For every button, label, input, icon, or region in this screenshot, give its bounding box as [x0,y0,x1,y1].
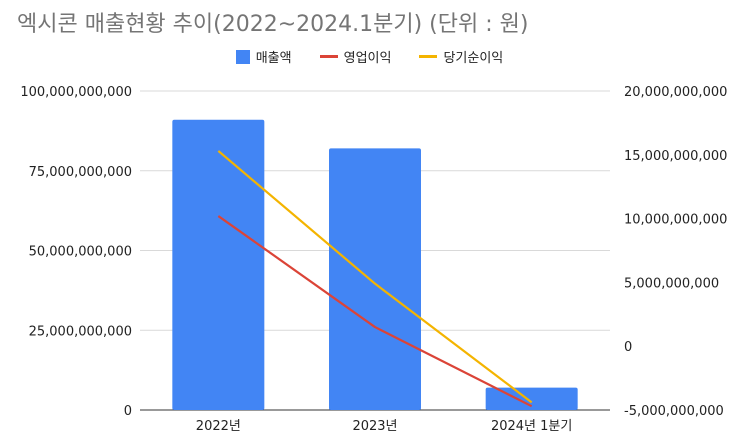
bar-revenue [485,387,578,410]
legend-label-operating: 영업이익 [343,51,392,66]
legend-swatch-net [419,55,438,58]
right-tick-label: 5,000,000,000 [624,276,719,291]
left-tick-label: 25,000,000,000 [29,324,132,339]
category-label: 2022년 [196,419,241,434]
legend-item-revenue: 매출액 [235,47,292,66]
right-tick-label: 20,000,000,000 [624,85,727,100]
legend-swatch-revenue [235,49,250,64]
chart-title: 엑시콘 매출현황 추이(2022~2024.1분기) (단위 : 원) [17,12,529,37]
left-tick-label: 50,000,000,000 [29,245,132,260]
line-operating-profit [217,215,533,408]
right-tick-label: 15,000,000,000 [624,149,727,164]
right-tick-label: 0 [624,340,632,355]
legend-item-operating: 영업이익 [319,47,392,66]
legend-swatch-operating [319,55,338,58]
legend-item-net: 당기순이익 [419,47,503,66]
legend-label-net: 당기순이익 [443,51,504,66]
category-label: 2023년 [352,419,397,434]
category-label: 2024년 1분기 [491,419,572,434]
bar-revenue [329,148,421,411]
legend: 매출액 영업이익 당기순이익 [0,47,739,66]
legend-label-revenue: 매출액 [255,51,292,66]
bar-revenue [172,119,265,411]
right-tick-label: -5,000,000,000 [624,404,724,419]
left-tick-label: 75,000,000,000 [29,165,132,180]
right-tick-label: 10,000,000,000 [624,213,727,228]
line-net-profit [217,150,533,404]
left-tick-label: 100,000,000,000 [20,85,132,100]
left-tick-label: 0 [124,404,132,419]
